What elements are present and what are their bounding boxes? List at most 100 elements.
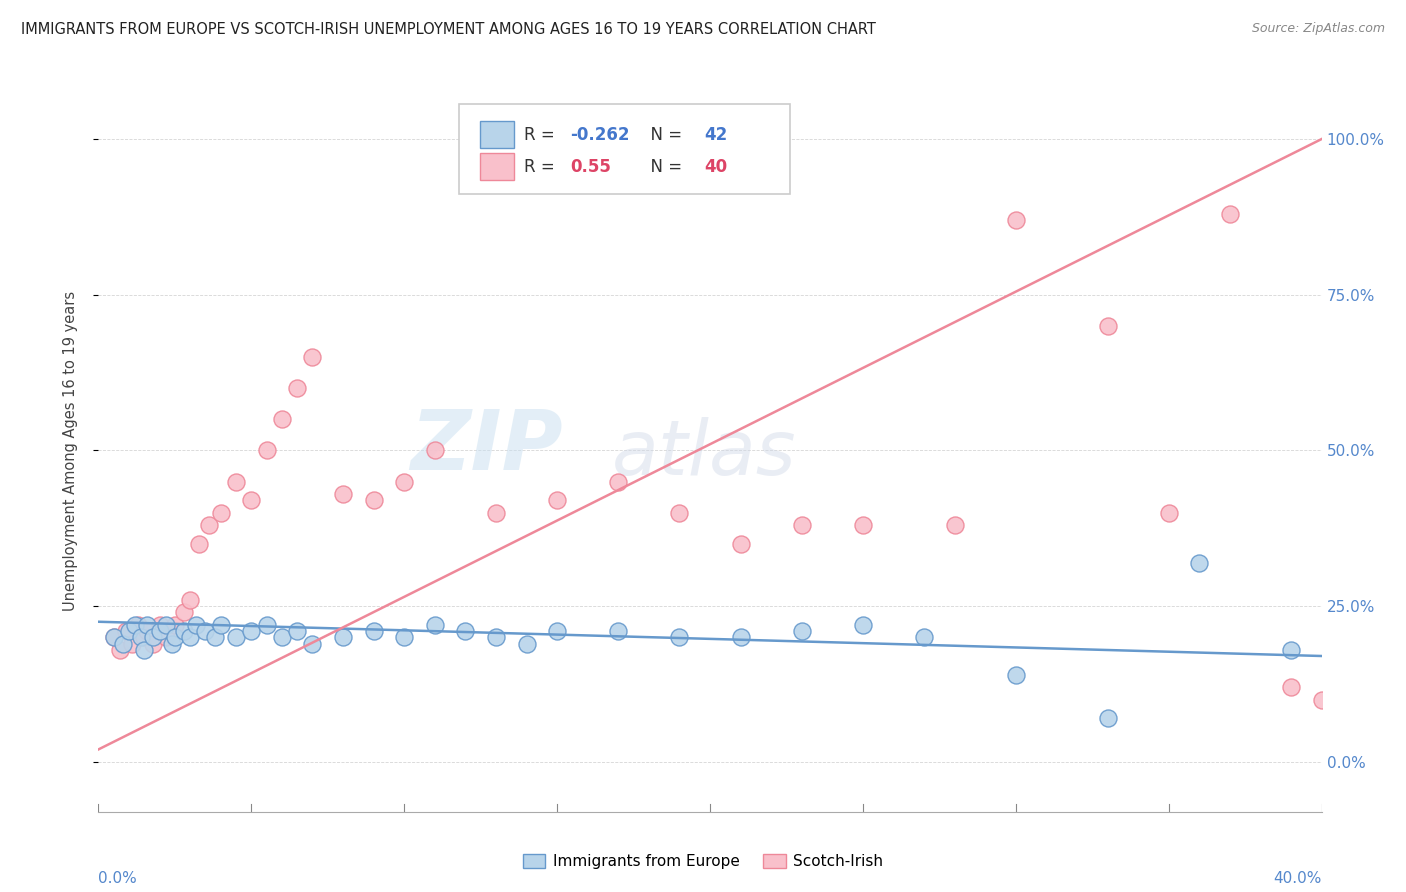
Point: [546, 624, 568, 639]
Point: [852, 618, 875, 632]
Point: [108, 642, 131, 657]
Text: Source: ZipAtlas.com: Source: ZipAtlas.com: [1251, 22, 1385, 36]
Y-axis label: Unemployment Among Ages 16 to 19 years: Unemployment Among Ages 16 to 19 years: [63, 291, 77, 610]
Point: [1097, 711, 1119, 725]
Point: [423, 443, 446, 458]
Point: [392, 630, 416, 644]
Point: [1279, 642, 1302, 657]
Point: [1004, 213, 1026, 227]
Point: [160, 636, 183, 650]
Point: [730, 630, 752, 644]
Bar: [479, 153, 515, 180]
Point: [209, 506, 232, 520]
Point: [194, 624, 217, 639]
Point: [485, 506, 508, 520]
Point: [607, 624, 630, 639]
Text: N =: N =: [640, 158, 688, 176]
Point: [149, 624, 172, 639]
Point: [142, 636, 165, 650]
Point: [173, 606, 195, 620]
Text: ZIP: ZIP: [411, 407, 564, 487]
Point: [270, 412, 292, 426]
Point: [209, 618, 232, 632]
FancyBboxPatch shape: [460, 103, 790, 194]
Point: [204, 630, 226, 644]
Legend: Immigrants from Europe, Scotch-Irish: Immigrants from Europe, Scotch-Irish: [516, 848, 890, 875]
Point: [516, 636, 538, 650]
Point: [485, 630, 508, 644]
Text: 0.0%: 0.0%: [98, 871, 138, 886]
Point: [103, 630, 125, 644]
Point: [1004, 667, 1026, 681]
Point: [134, 630, 156, 644]
Text: 0.55: 0.55: [571, 158, 612, 176]
Point: [155, 630, 177, 644]
Point: [363, 624, 385, 639]
Point: [852, 518, 875, 533]
Point: [240, 624, 263, 639]
Point: [285, 624, 308, 639]
Point: [149, 618, 172, 632]
Point: [668, 630, 690, 644]
Point: [1310, 692, 1333, 706]
Point: [179, 593, 201, 607]
Point: [197, 518, 219, 533]
Text: R =: R =: [524, 158, 560, 176]
Point: [240, 493, 263, 508]
Point: [607, 475, 630, 489]
Point: [668, 506, 690, 520]
Point: [136, 618, 159, 632]
Point: [179, 630, 201, 644]
Point: [332, 630, 354, 644]
Text: -0.262: -0.262: [571, 126, 630, 144]
Point: [332, 487, 354, 501]
Point: [546, 493, 568, 508]
Point: [115, 624, 138, 639]
Point: [111, 636, 134, 650]
Text: N =: N =: [640, 126, 688, 144]
Point: [912, 630, 935, 644]
Point: [1219, 207, 1241, 221]
Text: 40.0%: 40.0%: [1274, 871, 1322, 886]
Point: [1157, 506, 1180, 520]
Point: [256, 443, 278, 458]
Point: [454, 624, 477, 639]
Point: [163, 618, 186, 632]
Point: [173, 624, 195, 639]
Point: [136, 624, 159, 639]
Text: 40: 40: [704, 158, 727, 176]
Point: [285, 381, 308, 395]
Point: [129, 630, 152, 644]
Point: [943, 518, 966, 533]
Point: [134, 642, 156, 657]
Point: [256, 618, 278, 632]
Point: [225, 630, 247, 644]
Point: [124, 618, 146, 632]
Point: [163, 630, 186, 644]
Point: [118, 624, 141, 639]
Text: atlas: atlas: [612, 417, 797, 491]
Point: [790, 624, 813, 639]
Point: [270, 630, 292, 644]
Point: [225, 475, 247, 489]
Point: [127, 618, 149, 632]
Point: [103, 630, 125, 644]
Point: [142, 630, 165, 644]
Point: [155, 618, 177, 632]
Point: [730, 537, 752, 551]
Point: [423, 618, 446, 632]
Text: 42: 42: [704, 126, 727, 144]
Point: [790, 518, 813, 533]
Point: [301, 636, 323, 650]
Point: [186, 618, 208, 632]
Point: [363, 493, 385, 508]
Text: IMMIGRANTS FROM EUROPE VS SCOTCH-IRISH UNEMPLOYMENT AMONG AGES 16 TO 19 YEARS CO: IMMIGRANTS FROM EUROPE VS SCOTCH-IRISH U…: [21, 22, 876, 37]
Bar: [479, 121, 515, 148]
Text: R =: R =: [524, 126, 560, 144]
Point: [121, 636, 143, 650]
Point: [392, 475, 416, 489]
Point: [188, 537, 211, 551]
Point: [1097, 318, 1119, 333]
Point: [1188, 556, 1211, 570]
Point: [1279, 680, 1302, 694]
